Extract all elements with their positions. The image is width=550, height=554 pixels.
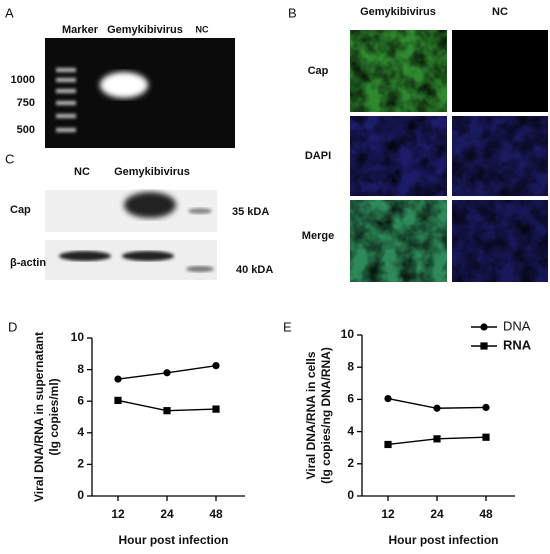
data-point (163, 369, 171, 377)
ladder-label: 1000 (11, 74, 35, 86)
x-axis-label: Hour post infection (389, 533, 499, 547)
data-point (212, 362, 220, 370)
legend-label: DNA (503, 318, 531, 333)
fluorescence-images (350, 30, 548, 282)
y-tick-label: 4 (347, 424, 354, 438)
data-point (114, 375, 122, 383)
lane-label: Gemykibivirus (114, 166, 190, 178)
x-axis-label: Hour post infection (119, 533, 229, 547)
y-tick-label: 6 (347, 392, 354, 406)
lane-label: Gemykibivirus (107, 24, 183, 36)
y-tick-label: 8 (77, 362, 84, 376)
y-tick-label: 6 (77, 393, 84, 407)
row-label: DAPI (305, 150, 331, 162)
x-tick-label: 48 (209, 507, 223, 521)
lane-label: NC (74, 166, 90, 178)
x-tick-label: 12 (381, 507, 395, 521)
y-axis-label: Viral DNA/RNA in supernatant (32, 332, 46, 502)
y-tick-label: 4 (77, 425, 84, 439)
row-label: Merge (302, 230, 334, 242)
legend-marker (480, 323, 488, 331)
x-tick-label: 12 (111, 507, 125, 521)
ladder-label: 750 (17, 97, 35, 109)
panel-letter: E (283, 319, 292, 334)
y-tick-label: 2 (77, 457, 84, 471)
panel-letter: D (8, 319, 17, 334)
y-tick-label: 8 (347, 359, 354, 373)
western-blot (45, 190, 217, 280)
lane-label: Marker (62, 24, 99, 36)
panel-letter: C (5, 151, 14, 166)
data-point (212, 405, 220, 413)
x-tick-label: 24 (160, 507, 174, 521)
gel-band (100, 72, 148, 98)
y-tick-label: 0 (77, 488, 84, 502)
data-point (482, 433, 490, 441)
y-tick-label: 2 (347, 456, 354, 470)
data-point (482, 403, 490, 412)
ladder (56, 68, 76, 132)
legend-marker (480, 342, 488, 350)
y-tick-label: 10 (341, 327, 355, 341)
column-label: Gemykibivirus (360, 6, 436, 18)
y-axis-label: Viral DNA/RNA in cells (304, 351, 318, 479)
data-point (384, 440, 392, 449)
size-label: 40 kDA (236, 264, 273, 276)
y-axis-label: (lg copies/ml) (47, 378, 61, 455)
x-tick-label: 48 (479, 507, 493, 521)
size-label: 35 kDA (232, 206, 269, 218)
x-tick-label: 24 (430, 507, 444, 521)
row-label: Cap (308, 65, 329, 77)
y-tick-label: 0 (347, 488, 354, 502)
panel-letter: B (288, 5, 297, 20)
data-point (163, 407, 171, 415)
y-axis-label: (lg copies/ng DNA/RNA) (319, 347, 333, 484)
y-tick-label: 10 (71, 330, 85, 344)
row-label: Cap (10, 204, 31, 216)
panel-letter: A (5, 5, 14, 20)
ladder-label: 500 (17, 124, 35, 136)
data-point (433, 435, 441, 443)
data-point (433, 404, 441, 412)
column-label: NC (492, 6, 508, 18)
lane-label: NC (196, 24, 209, 34)
row-label: β-actin (10, 257, 46, 269)
data-point (384, 394, 392, 403)
data-point (114, 396, 122, 405)
legend-label: RNA (503, 337, 532, 352)
